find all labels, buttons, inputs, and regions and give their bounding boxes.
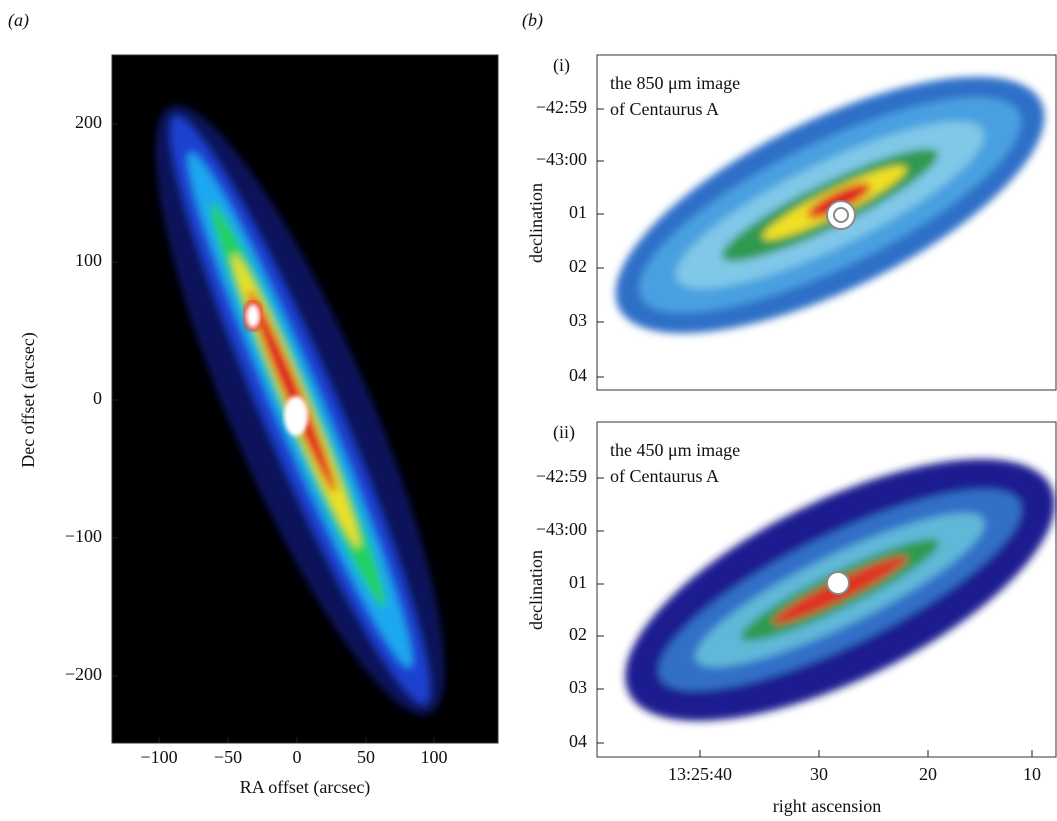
subpanel-label: (i) (553, 55, 570, 76)
subpanel-label: (ii) (553, 422, 575, 443)
y-tick-label: −42:59 (536, 97, 587, 117)
panel-label: (b) (522, 10, 543, 31)
image-b-ii (596, 421, 1057, 758)
image-b-i (596, 54, 1057, 391)
x-tick-label: 13:25:40 (668, 764, 732, 784)
caption: of Centaurus A (610, 99, 719, 119)
y-tick-label: 03 (569, 677, 587, 697)
x-axis-label: RA offset (arcsec) (240, 777, 371, 798)
y-axis-label: declination (526, 550, 546, 630)
y-tick-label: −43:00 (536, 149, 587, 169)
y-tick-label: 01 (569, 572, 587, 592)
y-tick-label: 01 (569, 202, 587, 222)
y-axis-label: declination (526, 183, 546, 263)
x-tick-label: −100 (140, 747, 177, 767)
y-tick-label: 100 (75, 250, 102, 270)
panel-label: (a) (8, 10, 29, 31)
y-tick-label: −100 (65, 526, 102, 546)
y-tick-label: 02 (569, 256, 587, 276)
caption: the 850 μm image (610, 73, 740, 93)
y-tick-label: 04 (569, 731, 587, 751)
x-tick-label: 50 (357, 747, 375, 767)
y-tick-label: 04 (569, 365, 587, 385)
x-tick-label: 10 (1023, 764, 1041, 784)
y-tick-label: 0 (93, 388, 102, 408)
x-tick-label: 30 (810, 764, 828, 784)
x-tick-label: 20 (919, 764, 937, 784)
x-tick-label: 0 (293, 747, 302, 767)
caption: of Centaurus A (610, 466, 719, 486)
y-tick-label: 200 (75, 112, 102, 132)
y-tick-label: 03 (569, 310, 587, 330)
y-tick-label: −200 (65, 664, 102, 684)
y-tick-label: 02 (569, 624, 587, 644)
y-axis-label: Dec offset (arcsec) (18, 332, 39, 468)
image-a (111, 54, 499, 744)
x-axis-label: right ascension (773, 796, 881, 816)
caption: the 450 μm image (610, 440, 740, 460)
x-tick-label: 100 (421, 747, 448, 767)
y-tick-label: −43:00 (536, 519, 587, 539)
y-tick-label: −42:59 (536, 466, 587, 486)
x-tick-label: −50 (214, 747, 242, 767)
